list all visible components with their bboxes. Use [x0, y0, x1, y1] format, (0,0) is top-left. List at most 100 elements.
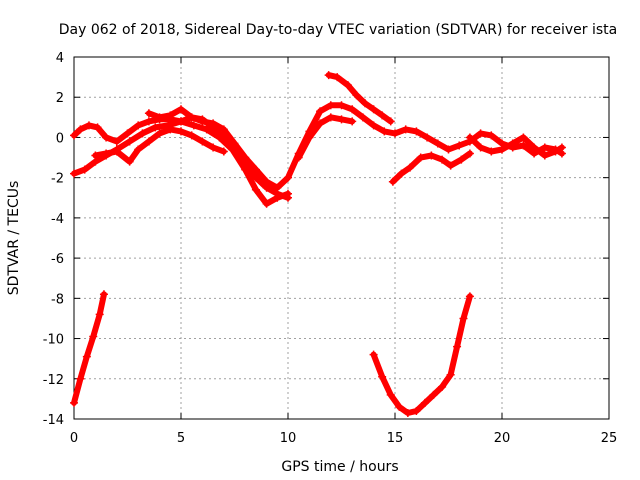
- data-point: [540, 151, 549, 160]
- y-tick-label: -6: [51, 252, 64, 267]
- data-point: [316, 107, 325, 116]
- data-point: [391, 129, 399, 138]
- data-point: [262, 199, 271, 208]
- data-point: [369, 105, 378, 114]
- data-point: [412, 406, 421, 415]
- data-point: [459, 314, 468, 323]
- data-point: [530, 143, 539, 152]
- data-point: [487, 131, 496, 140]
- data-point: [95, 310, 104, 319]
- data-point: [358, 113, 367, 122]
- data-point: [144, 137, 153, 146]
- data-point: [348, 105, 357, 114]
- y-tick-label: -14: [43, 413, 64, 428]
- data-point: [352, 91, 361, 100]
- data-point: [189, 121, 198, 130]
- data-point: [540, 143, 549, 152]
- data-point: [438, 155, 447, 164]
- data-point: [84, 121, 93, 130]
- data-point: [93, 123, 102, 132]
- data-point: [215, 133, 224, 142]
- series-line: [325, 72, 394, 125]
- series-group: [70, 71, 566, 417]
- data-point: [465, 149, 474, 158]
- data-point: [144, 117, 153, 126]
- data-point: [403, 408, 412, 417]
- data-point: [343, 81, 352, 90]
- data-point: [177, 105, 185, 114]
- data-point: [476, 143, 485, 152]
- data-point: [125, 137, 134, 146]
- y-tick-label: -12: [43, 373, 64, 388]
- data-point: [230, 139, 239, 148]
- data-point: [76, 125, 85, 134]
- y-axis-label: SDTVAR / TECUs: [6, 181, 22, 296]
- data-point: [453, 342, 462, 351]
- data-point: [134, 145, 143, 154]
- data-point: [228, 145, 237, 154]
- data-point: [412, 127, 421, 136]
- data-point: [251, 185, 260, 194]
- data-point: [446, 370, 455, 379]
- data-point: [476, 129, 485, 138]
- data-point: [155, 113, 164, 122]
- plot-frame: [73, 56, 610, 420]
- data-point: [333, 73, 342, 82]
- data-point: [177, 127, 185, 136]
- data-point: [209, 119, 218, 128]
- data-point: [273, 193, 282, 202]
- series-track-7: [388, 149, 474, 186]
- data-point: [91, 151, 100, 160]
- data-point: [557, 143, 566, 152]
- x-tick-label: 20: [494, 431, 511, 446]
- data-point: [395, 402, 404, 411]
- series-track-5: [294, 113, 357, 162]
- data-point: [102, 133, 111, 142]
- data-point: [423, 133, 432, 142]
- data-point: [457, 155, 466, 164]
- data-point: [326, 101, 335, 110]
- y-tick-label: -10: [43, 333, 64, 348]
- data-point: [284, 173, 292, 182]
- series-line: [466, 134, 565, 159]
- data-point: [209, 143, 218, 152]
- y-tick-label: 0: [56, 131, 64, 146]
- data-point: [294, 153, 303, 162]
- data-point: [455, 141, 464, 150]
- data-point: [134, 121, 143, 130]
- data-point: [151, 123, 160, 132]
- data-point: [102, 149, 111, 158]
- data-point: [177, 117, 185, 126]
- data-point: [198, 117, 207, 126]
- data-point: [187, 113, 196, 122]
- series-track-4: [144, 101, 566, 192]
- x-tick-label: 15: [387, 431, 404, 446]
- data-point: [273, 183, 282, 192]
- data-point: [508, 139, 517, 148]
- data-point: [397, 169, 406, 178]
- data-point: [416, 153, 425, 162]
- data-point: [219, 125, 228, 134]
- data-point: [316, 119, 325, 128]
- data-point: [386, 117, 395, 126]
- data-point: [70, 131, 78, 140]
- data-point: [433, 139, 442, 148]
- data-point: [219, 147, 228, 156]
- data-point: [89, 332, 98, 341]
- data-point: [241, 165, 250, 174]
- x-tick-label: 5: [177, 431, 185, 446]
- data-point: [420, 398, 429, 407]
- data-point: [519, 141, 528, 150]
- data-point: [386, 390, 395, 399]
- series-track-3: [91, 125, 228, 166]
- data-point: [70, 169, 78, 178]
- data-point: [70, 398, 78, 407]
- x-tick-label: 25: [601, 431, 618, 446]
- y-tick-label: -2: [51, 172, 64, 187]
- data-point: [444, 145, 453, 154]
- series-track-10: [369, 292, 474, 417]
- data-point: [438, 382, 447, 391]
- data-point: [326, 113, 335, 122]
